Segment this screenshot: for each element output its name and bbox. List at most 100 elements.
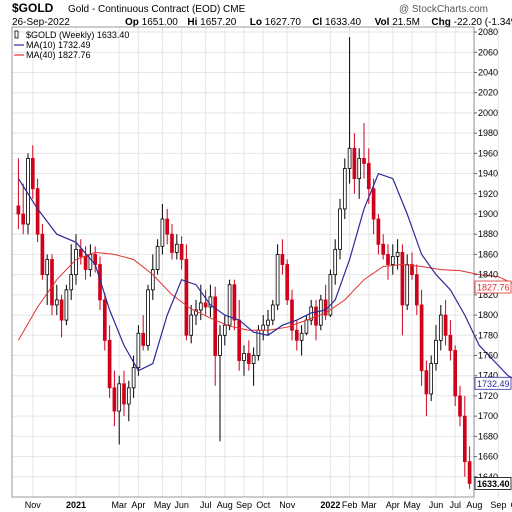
legend-candle-icon — [14, 30, 19, 39]
candle-body — [294, 329, 299, 341]
candle-body — [362, 157, 366, 164]
candlestick-series — [16, 37, 472, 489]
candle-body — [59, 299, 64, 321]
candle — [50, 254, 54, 316]
candle-body — [376, 218, 381, 245]
candle-body — [290, 299, 294, 331]
candle — [414, 264, 419, 316]
x-tick-label: Oct — [256, 500, 271, 510]
candle — [448, 320, 453, 361]
candle — [136, 325, 141, 376]
y-tick-label: 1820 — [478, 290, 498, 300]
candle — [102, 292, 107, 351]
candle-body — [462, 415, 467, 463]
candle — [347, 37, 352, 184]
x-tick-label: Apr — [131, 500, 145, 510]
candle — [342, 158, 347, 220]
price-tag-box — [474, 280, 512, 294]
price-tag-label: 1633.40 — [477, 479, 510, 489]
candle-body — [338, 208, 342, 250]
stat-hi: Hi 1657.20 — [187, 17, 236, 28]
y-tick-label: 1860 — [478, 249, 498, 259]
candle-body — [74, 248, 78, 276]
candle — [419, 289, 424, 386]
x-tick-label: Aug — [466, 500, 482, 510]
candle — [179, 236, 184, 270]
x-tick-label: Jun — [174, 500, 189, 510]
y-tick-label: 1960 — [478, 148, 498, 158]
candle-body — [458, 395, 462, 417]
candle-body — [323, 299, 328, 316]
candle — [64, 284, 69, 326]
y-tick-label: 1900 — [478, 209, 498, 219]
candle — [410, 252, 414, 280]
ma40-price-tag: 1827.76 — [474, 280, 512, 294]
candle-body — [395, 251, 400, 257]
y-tick-label: 1800 — [478, 310, 498, 320]
candle-body — [160, 218, 165, 247]
stat-lo: Lo 1627.70 — [250, 17, 302, 28]
y-tick-label: 1840 — [478, 270, 498, 280]
y-tick-label: 1700 — [478, 411, 498, 421]
stat-cl: Cl 1633.40 — [312, 17, 361, 28]
y-tick-label: 1980 — [478, 128, 498, 138]
candle — [462, 395, 467, 477]
candle-body — [285, 264, 290, 301]
candle-body — [429, 363, 434, 395]
candle — [366, 148, 371, 204]
candle — [98, 256, 102, 311]
legend-entry: MA(10) 1732.49 — [26, 40, 91, 50]
x-tick-label: Oct — [511, 500, 512, 510]
candle-body — [126, 387, 131, 405]
candle-body — [443, 314, 448, 336]
candle-body — [270, 304, 275, 321]
candle — [222, 315, 227, 346]
candle — [280, 239, 285, 275]
candle-body — [275, 254, 280, 306]
candle — [232, 279, 237, 331]
candle — [443, 299, 448, 346]
candle — [203, 289, 208, 316]
candle — [424, 360, 429, 417]
x-tick-label: Jun — [429, 500, 444, 510]
plot-frame — [11, 26, 475, 498]
candle-body — [21, 213, 26, 225]
stat-chg: Chg -22.20 (-1.34%) — [431, 17, 512, 28]
candle-body — [213, 296, 218, 356]
candle-body — [64, 289, 69, 321]
candle — [458, 385, 462, 427]
candle — [434, 325, 438, 371]
candle — [117, 375, 122, 445]
candle-body — [88, 254, 93, 270]
candle — [333, 239, 338, 285]
candle — [390, 244, 395, 275]
candle-body — [136, 332, 141, 369]
candle — [275, 244, 280, 311]
candle-body — [410, 264, 414, 276]
candle — [386, 244, 390, 280]
x-tick-label: Jul — [200, 500, 212, 510]
candle-body — [280, 254, 285, 265]
candle — [54, 284, 59, 316]
candle — [381, 234, 386, 260]
y-tick-label: 1760 — [478, 350, 498, 360]
candle — [362, 123, 366, 179]
candle-body — [45, 259, 50, 276]
candle-body — [400, 251, 405, 306]
candle — [371, 178, 376, 235]
candle — [429, 355, 434, 401]
y-tick-label: 1720 — [478, 391, 498, 401]
candle-body — [342, 168, 347, 210]
candle-body — [227, 284, 232, 326]
ma10-price-tag: 1732.49 — [474, 376, 512, 390]
y-axis: 1640 1660 1680 1700 1720 1740 1760 1780 1800 1820… — [474, 27, 498, 482]
candle-body — [424, 370, 429, 395]
candle-body — [333, 248, 338, 276]
y-tick-label: 1940 — [478, 169, 498, 179]
candle-body — [69, 274, 74, 291]
candle-body — [390, 256, 395, 265]
x-tick-label: Nov — [25, 500, 42, 510]
candle-body — [146, 289, 150, 346]
candle-body — [381, 243, 386, 255]
